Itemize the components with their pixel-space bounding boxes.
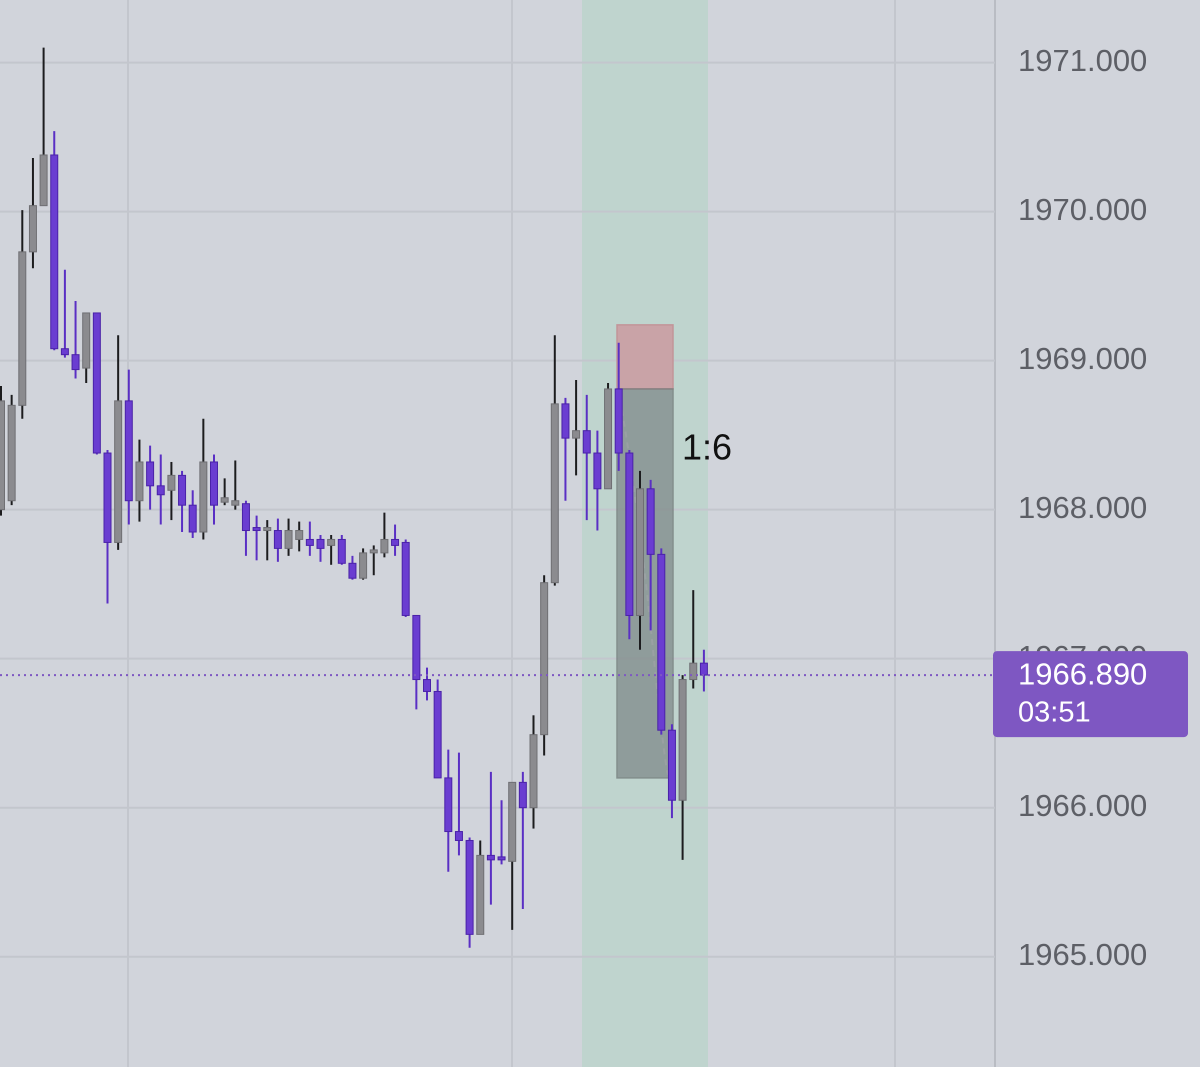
candle-body [540, 582, 549, 736]
candle-body [508, 781, 517, 862]
candle-body [646, 488, 655, 555]
candle-body [28, 205, 37, 253]
candle-body [39, 154, 48, 207]
candle-body [636, 488, 644, 616]
candle-body [359, 552, 368, 579]
candle-body [614, 388, 623, 454]
candle-body [699, 662, 708, 676]
candle-body [60, 348, 69, 356]
candle-body [178, 474, 187, 506]
y-tick-label: 1969.000 [1018, 341, 1147, 376]
candle-body [71, 354, 80, 371]
candle-body [582, 430, 591, 454]
candle-body [135, 461, 144, 502]
candle-body [625, 452, 634, 616]
candle-body [156, 485, 165, 496]
y-tick-label: 1965.000 [1018, 937, 1147, 972]
candle-body [572, 430, 581, 439]
candle-body [433, 690, 442, 779]
candle-body [518, 781, 527, 809]
candle-body [50, 154, 59, 350]
candle-body [284, 530, 293, 549]
stop-zone [616, 324, 674, 390]
candle-body [348, 562, 357, 579]
candle-body [0, 400, 5, 511]
candle-body [476, 854, 485, 935]
candle-body [369, 549, 378, 554]
candle-body [486, 854, 495, 861]
candle-body [273, 530, 282, 549]
ratio-label: 1:6 [682, 427, 732, 468]
candle-body [380, 538, 389, 554]
candle-body [678, 679, 687, 801]
candle-body [114, 400, 123, 543]
candle-body [423, 679, 431, 692]
candle-body [231, 500, 240, 506]
candle-body [454, 831, 463, 841]
candle-body [667, 729, 676, 801]
candle-body [18, 251, 27, 406]
candle-body [561, 403, 570, 439]
candle-body [401, 541, 410, 616]
candle-body [82, 312, 91, 369]
countdown-label: 03:51 [1018, 697, 1091, 729]
candle-body [497, 856, 506, 861]
trade-path [621, 409, 669, 776]
candle-body [689, 662, 698, 681]
candle-body [529, 734, 538, 809]
y-tick-label: 1971.000 [1018, 43, 1147, 78]
last-price-label: 1966.890 [1018, 656, 1147, 691]
candle-body [327, 538, 336, 546]
candle-body [337, 538, 346, 564]
candle-body [188, 504, 197, 533]
candle-body [210, 461, 218, 506]
candle-body [241, 503, 250, 532]
candle-body [124, 400, 133, 502]
y-tick-label: 1968.000 [1018, 490, 1147, 525]
candle-body [167, 474, 176, 491]
candle-body [593, 452, 602, 490]
candle-body [316, 538, 325, 549]
candle-body [103, 452, 112, 543]
candle-body [444, 777, 453, 833]
last-price-box [993, 651, 1188, 738]
candle-body [391, 538, 400, 546]
candle-body [252, 527, 261, 532]
candle-body [92, 312, 101, 454]
candle-body [295, 530, 304, 540]
candle-body [657, 553, 666, 731]
candle-body [604, 388, 613, 490]
candle-body [7, 404, 16, 502]
candle-body [263, 527, 272, 532]
candle-body [220, 497, 229, 503]
candle-body [412, 614, 421, 681]
candle-body [550, 403, 559, 584]
candle-body [465, 839, 474, 935]
candle-body [305, 538, 314, 546]
y-tick-label: 1970.000 [1018, 192, 1147, 227]
y-tick-label: 1966.000 [1018, 788, 1147, 823]
candle-body [146, 461, 155, 487]
candle-body [199, 461, 208, 533]
